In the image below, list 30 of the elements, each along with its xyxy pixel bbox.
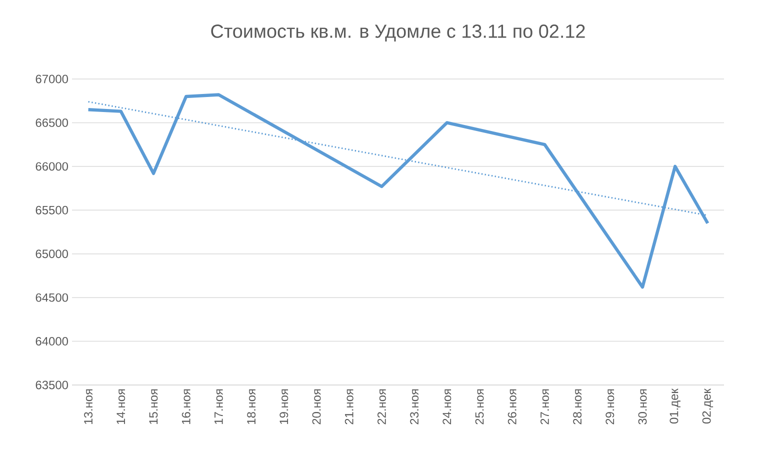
x-tick-label: 14.ноя [116,389,126,424]
x-tick-label: 27.ноя [540,389,549,424]
x-tick-label: 20.ноя [312,389,321,424]
y-tick-label: 63500 [36,380,68,390]
x-tick-label: 24.ноя [442,389,452,424]
x-tick-label: 15.ноя [149,389,158,424]
chart-title: Стоимость кв.м. в Удомле с 13.11 по 02.12 [211,24,585,42]
x-tick-label: 17.ноя [214,389,223,424]
x-tick-label: 23.ноя [410,389,419,424]
y-tick-label: 66000 [36,162,68,171]
y-tick-label: 65000 [36,250,68,258]
x-tick-label: 28.ноя [573,389,582,424]
x-tick-label: 30.ноя [638,389,647,424]
y-tick-label: 67000 [36,74,68,84]
y-tick-label: 64500 [36,293,68,302]
y-tick-label: 65500 [36,206,68,214]
x-tick-label: 26.ноя [508,389,516,424]
x-tick-label: 01.дек [670,388,680,424]
x-tick-label: 21.ноя [344,389,354,424]
x-tick-label: 29.ноя [606,389,614,424]
x-tick-label: 16.ноя [182,389,190,424]
y-tick-label: 64000 [36,337,68,346]
line-series [86,93,710,289]
x-tick-label: 02.дек [702,388,714,424]
x-tick-label: 22.ноя [377,389,386,424]
x-tick-label: 18.ноя [247,389,256,424]
x-tick-label: 13.ноя [84,389,93,424]
y-tick-label: 66500 [36,118,68,127]
x-tick-label: 25.ноя [475,389,484,424]
x-tick-label: 19.ноя [280,389,288,424]
